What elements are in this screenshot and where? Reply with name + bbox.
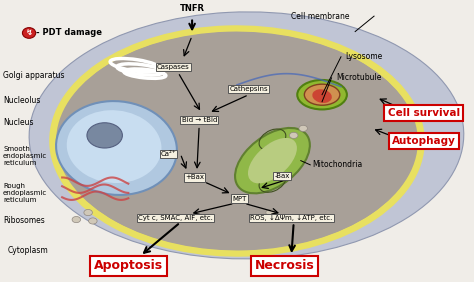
Text: Necrosis: Necrosis: [255, 259, 314, 272]
Text: - PDT damage: - PDT damage: [36, 28, 102, 38]
Ellipse shape: [256, 217, 265, 223]
Ellipse shape: [312, 89, 332, 103]
Ellipse shape: [22, 28, 36, 38]
Text: Microtubule: Microtubule: [336, 73, 382, 82]
Text: ROS, ↓ΔΨm, ↓ATP, etc.: ROS, ↓ΔΨm, ↓ATP, etc.: [250, 215, 333, 221]
Ellipse shape: [304, 84, 340, 105]
Text: Cyt c, SMAC, AIF, etc.: Cyt c, SMAC, AIF, etc.: [138, 215, 213, 221]
Ellipse shape: [266, 210, 274, 216]
Text: Golgi apparatus: Golgi apparatus: [3, 70, 64, 80]
Ellipse shape: [299, 125, 308, 131]
Ellipse shape: [89, 218, 97, 224]
Text: Cell survival: Cell survival: [388, 108, 460, 118]
Ellipse shape: [67, 110, 162, 183]
Ellipse shape: [57, 32, 417, 250]
Text: MPT: MPT: [232, 195, 246, 202]
Text: Nucleus: Nucleus: [3, 118, 34, 127]
Ellipse shape: [248, 138, 297, 183]
Text: Bid → tBid: Bid → tBid: [182, 117, 217, 123]
Text: Ribosomes: Ribosomes: [3, 217, 45, 226]
Text: +Bax: +Bax: [185, 175, 204, 180]
Text: -Bax: -Bax: [274, 173, 290, 179]
Ellipse shape: [87, 123, 122, 148]
Text: Lysosome: Lysosome: [346, 52, 383, 61]
Ellipse shape: [297, 80, 347, 109]
Text: Cathepsins: Cathepsins: [229, 86, 268, 92]
Ellipse shape: [56, 101, 177, 195]
Text: Cell membrane: Cell membrane: [292, 12, 350, 21]
Ellipse shape: [235, 128, 310, 193]
Ellipse shape: [72, 217, 81, 223]
Text: Caspases: Caspases: [157, 64, 190, 70]
Ellipse shape: [29, 12, 464, 259]
Text: Mitochondria: Mitochondria: [313, 160, 363, 169]
Text: Cytoplasm: Cytoplasm: [8, 246, 48, 255]
Text: Rough
endoplasmic
reticulum: Rough endoplasmic reticulum: [3, 183, 47, 203]
Text: Nucleolus: Nucleolus: [3, 96, 40, 105]
Text: TNFR: TNFR: [180, 4, 205, 13]
Ellipse shape: [53, 29, 421, 253]
Text: Autophagy: Autophagy: [392, 136, 456, 146]
Ellipse shape: [290, 132, 298, 138]
Text: Apoptosis: Apoptosis: [94, 259, 163, 272]
Text: Ca²⁺: Ca²⁺: [161, 151, 176, 157]
Text: ↯: ↯: [26, 28, 33, 38]
Ellipse shape: [84, 210, 92, 216]
Text: Smooth
endoplasmic
reticulum: Smooth endoplasmic reticulum: [3, 146, 47, 166]
